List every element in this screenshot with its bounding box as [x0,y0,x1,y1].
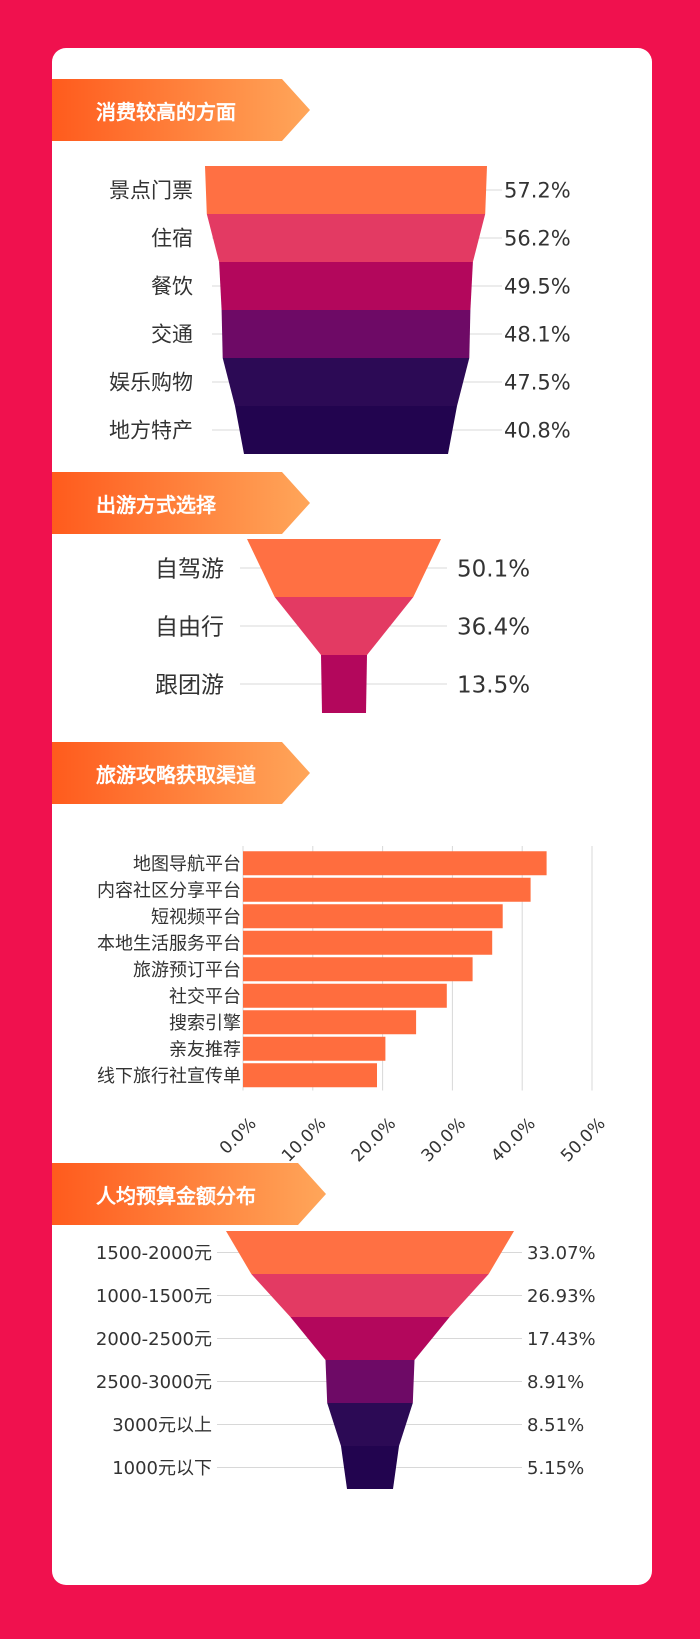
funnel-segment [226,1231,514,1274]
bar-category-label: 线下旅行社宣传单 [97,1066,241,1087]
section-banner-guide-channel: 旅游攻略获取渠道 [52,742,310,804]
funnel-value-label: 56.2% [504,227,571,251]
guide-channel-bar-chart: 0.0% 10.0% 20.0% 30.0% 40.0% 50.0% 地图导航平台内容社区分… [97,846,610,1166]
funnel-value-label: 48.1% [504,323,571,347]
funnel-value-label: 13.5% [457,672,530,698]
section-banner-spending: 消费较高的方面 [52,79,310,141]
x-tick-label: 40.0% [487,1114,539,1166]
bar-category-label: 本地生活服务平台 [97,933,241,954]
budget-funnel-chart: 1500-2000元 33.07% 1000-1500元 26.93% 2000-250… [96,1231,596,1489]
funnel-value-label: 8.91% [527,1372,584,1393]
funnel-segment [325,1360,415,1403]
funnel-category-label: 1000元以下 [112,1458,212,1479]
funnel-segment [251,1274,489,1317]
bar-category-label: 短视频平台 [151,907,241,928]
funnel-category-label: 交通 [151,323,193,347]
funnel-segment [290,1317,450,1360]
funnel-category-label: 景点门票 [109,179,193,203]
bar-category-label: 亲友推荐 [169,1039,241,1060]
bar [243,877,531,902]
funnel-segment [321,655,367,713]
funnel-segment [327,1403,413,1446]
funnel-value-label: 33.07% [527,1243,596,1264]
bar [243,1063,377,1088]
funnel-value-label: 36.4% [457,614,530,640]
funnel-value-label: 8.51% [527,1415,584,1436]
funnel-segment [219,262,473,310]
funnel-category-label: 自驾游 [155,556,224,582]
infographic-card: 消费较高的方面 景点门票 57.2% 住宿 56.2% 餐饮 49.5% 交通 48.1% 娱乐… [52,48,652,1585]
section-banner-travel-mode: 出游方式选择 [52,472,310,534]
section-title: 出游方式选择 [96,492,216,517]
bar [243,983,447,1008]
funnel-value-label: 47.5% [504,371,571,395]
funnel-value-label: 5.15% [527,1458,584,1479]
travel-mode-funnel-chart: 自驾游 50.1% 自由行 36.4% 跟团游 13.5% [155,539,530,713]
bar [243,930,493,955]
funnel-segment [205,166,487,214]
funnel-category-label: 娱乐购物 [109,371,193,395]
bar [243,1010,417,1035]
funnel-value-label: 40.8% [504,419,571,443]
funnel-segment [221,310,471,358]
bar-category-label: 社交平台 [169,986,241,1007]
funnel-category-label: 3000元以上 [112,1415,212,1436]
funnel-category-label: 1500-2000元 [96,1243,212,1264]
x-tick-label: 30.0% [418,1114,470,1166]
x-tick-label: 50.0% [557,1114,609,1166]
bar-category-label: 地图导航平台 [133,854,241,875]
bar-category-label: 搜索引擎 [169,1013,241,1034]
spending-funnel-chart: 景点门票 57.2% 住宿 56.2% 餐饮 49.5% 交通 48.1% 娱乐购物 47.5% 地… [109,166,571,454]
x-tick-label: 0.0% [216,1114,261,1159]
x-tick-label: 10.0% [278,1114,330,1166]
section-banner-budget: 人均预算金额分布 [52,1163,326,1225]
section-title: 旅游攻略获取渠道 [96,762,256,787]
x-tick-label: 20.0% [348,1114,400,1166]
funnel-segment [274,597,414,655]
funnel-segment [206,214,486,262]
funnel-value-label: 17.43% [527,1329,596,1350]
bar [243,851,547,876]
funnel-segment [222,358,470,406]
funnel-segment [341,1446,399,1489]
funnel-category-label: 2000-2500元 [96,1329,212,1350]
bar [243,1036,386,1061]
funnel-segment [247,539,441,597]
funnel-category-label: 1000-1500元 [96,1286,212,1307]
bar [243,904,503,929]
bar-category-label: 内容社区分享平台 [97,880,241,901]
funnel-category-label: 住宿 [151,227,193,251]
funnel-category-label: 跟团游 [155,672,224,698]
funnel-value-label: 49.5% [504,275,571,299]
funnel-value-label: 26.93% [527,1286,596,1307]
funnel-category-label: 2500-3000元 [96,1372,212,1393]
funnel-value-label: 50.1% [457,556,530,582]
funnel-category-label: 自由行 [155,614,224,640]
section-title: 人均预算金额分布 [96,1183,256,1208]
section-title: 消费较高的方面 [96,99,236,124]
bar-category-label: 旅游预订平台 [133,960,241,981]
bar [243,957,473,982]
funnel-value-label: 57.2% [504,179,571,203]
funnel-category-label: 地方特产 [109,419,193,443]
funnel-category-label: 餐饮 [151,275,193,299]
funnel-segment [235,406,457,454]
